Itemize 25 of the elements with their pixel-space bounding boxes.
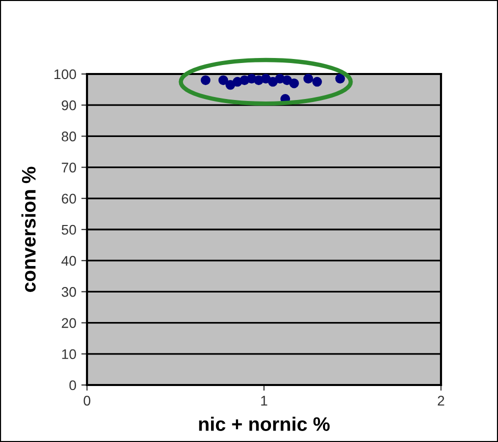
point — [312, 76, 322, 87]
y-tick-label: 10 — [62, 349, 76, 360]
point — [303, 74, 314, 84]
y-tick-label: 40 — [61, 256, 76, 266]
x-tick-label: 0 — [84, 396, 90, 406]
point — [260, 74, 271, 84]
point — [226, 80, 236, 90]
y-tick-label: 50 — [62, 224, 76, 235]
x-tick-label: 1 — [261, 396, 268, 406]
x-tick-label: 2 — [438, 396, 444, 406]
point — [200, 75, 210, 86]
y-axis-title: conversion % — [21, 166, 36, 292]
point — [335, 74, 345, 84]
y-tick-label: 0 — [69, 380, 76, 390]
y-tick-label: 80 — [62, 132, 76, 142]
y-tick-label: 20 — [62, 318, 76, 328]
y-tick-label: 100 — [54, 69, 76, 80]
y-tick-label: 60 — [62, 194, 76, 204]
point — [282, 75, 292, 86]
y-tick-label: 90 — [62, 100, 76, 110]
y-tick-label: 30 — [62, 287, 76, 297]
x-axis-title: nic + nornic % — [199, 416, 330, 431]
point — [218, 75, 228, 86]
point — [289, 78, 299, 88]
y-tick-label: 70 — [62, 162, 76, 172]
